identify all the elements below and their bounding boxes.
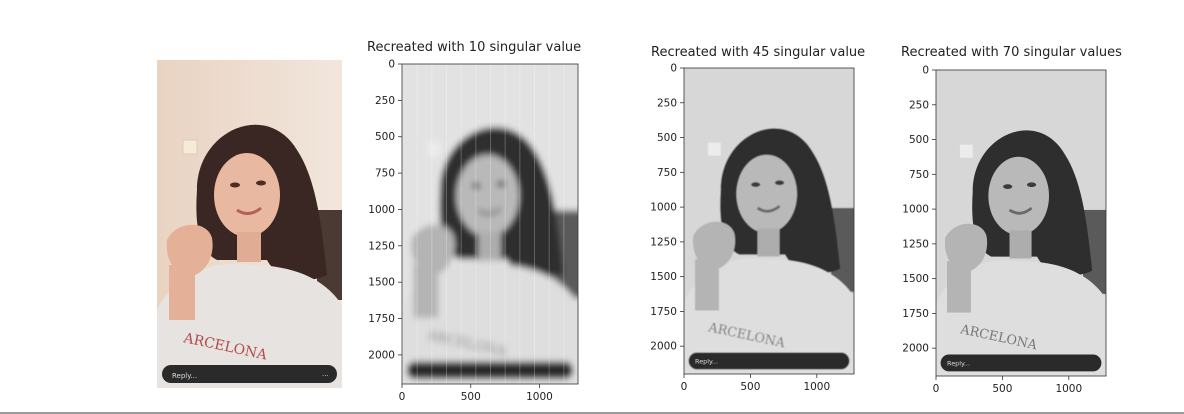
x-tick-label: 0 [681,381,688,393]
axes-frame [401,63,579,385]
y-tick-label: 250 [909,99,929,111]
x-tick-label: 1000 [1055,383,1082,395]
original-photo: ARCELONA Reply... ··· [157,60,342,388]
y-tick-label: 1500 [368,277,395,289]
y-tick-label: 500 [909,134,929,146]
y-tick-label: 2000 [368,349,395,361]
reconstructed-image: ARCELONAReply... [684,68,854,374]
chart-title: Recreated with 45 singular value [651,45,866,60]
reply-text: Reply... [172,372,197,380]
original-photo-drawing: ARCELONA Reply... ··· [157,60,342,388]
reply-text: Reply... [947,360,970,368]
bottom-divider [0,412,1184,414]
y-tick-label: 2000 [902,343,929,355]
y-tick-label: 1000 [650,202,677,214]
y-tick-label: 1250 [368,240,395,252]
reconstructed-image: ARCELONA [402,64,578,384]
y-tick-label: 750 [657,167,677,179]
y-tick-label: 500 [375,131,395,143]
y-tick-label: 1250 [902,238,929,250]
y-tick-label: 0 [922,65,929,77]
y-tick-label: 1750 [902,308,929,320]
y-tick-label: 1500 [650,271,677,283]
y-tick-label: 250 [375,95,395,107]
y-tick-label: 2000 [650,341,677,353]
y-tick-label: 1750 [368,313,395,325]
chart-panel-10: ARCELONA 0 250 500 750 1000 1250 1500 1750 2000 0 5… [368,59,579,403]
x-tick-label: 0 [399,391,406,403]
y-tick-label: 750 [375,168,395,180]
x-tick-label: 500 [461,391,481,403]
x-tick-label: 1000 [803,381,830,393]
axes-frame [935,69,1107,377]
y-tick-label: 0 [670,63,677,75]
reconstructed-image: ARCELONAReply... [936,70,1106,376]
chart-title: Recreated with 10 singular value [367,40,582,55]
x-tick-label: 500 [992,383,1012,395]
y-tick-label: 500 [657,132,677,144]
x-tick-label: 0 [933,383,940,395]
y-tick-label: 750 [909,169,929,181]
x-tick-label: 1000 [526,391,553,403]
chart-title: Recreated with 70 singular values [901,45,1122,60]
y-tick-label: 1750 [650,306,677,318]
y-tick-label: 0 [388,59,395,71]
svg-text:···: ··· [322,372,329,380]
y-tick-label: 1000 [902,204,929,216]
x-tick-label: 500 [740,381,760,393]
reply-text: Reply... [695,358,718,366]
y-tick-label: 1000 [368,204,395,216]
y-tick-label: 1500 [902,273,929,285]
axes-frame [683,67,855,375]
y-tick-label: 1250 [650,236,677,248]
y-tick-label: 250 [657,97,677,109]
